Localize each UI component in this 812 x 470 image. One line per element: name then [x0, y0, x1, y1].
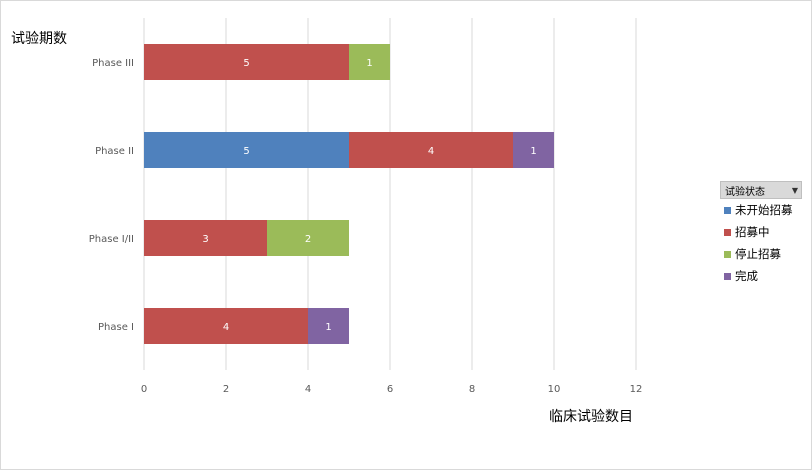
data-label: 1: [366, 58, 372, 69]
bar-segment[interactable]: [267, 220, 349, 256]
bars: 5 1 5 4 1 3 2 4 1: [144, 44, 554, 344]
y-axis-title: 试验期数: [11, 31, 67, 47]
bar-segment[interactable]: [144, 44, 349, 80]
legend-label: 未开始招募: [735, 203, 793, 217]
legend-filter-button[interactable]: 试验状态 ▼: [720, 181, 802, 199]
legend-item[interactable]: 完成: [720, 265, 802, 287]
bar-segment[interactable]: [513, 132, 554, 168]
data-label: 5: [243, 58, 249, 69]
legend-swatch: [724, 206, 731, 214]
data-label: 5: [243, 146, 249, 157]
legend-label: 停止招募: [735, 247, 781, 261]
bar-segment[interactable]: [349, 44, 390, 80]
legend-label: 完成: [735, 269, 758, 283]
legend-item[interactable]: 停止招募: [720, 243, 802, 265]
x-axis-title: 临床试验数目: [549, 409, 633, 425]
x-tick-label: 6: [387, 384, 393, 395]
legend-item[interactable]: 招募中: [720, 221, 802, 243]
legend-items: 未开始招募招募中停止招募完成: [720, 199, 802, 287]
data-label: 1: [325, 322, 331, 333]
x-tick-label: 10: [548, 384, 561, 395]
data-label: 1: [530, 146, 536, 157]
y-axis-categories: Phase III Phase II Phase I/II Phase I: [89, 58, 134, 333]
bar-segment[interactable]: [308, 308, 349, 344]
bar-segment[interactable]: [144, 132, 349, 168]
category-label: Phase II: [95, 146, 134, 157]
data-label: 2: [305, 234, 311, 245]
bar-segment[interactable]: [144, 308, 308, 344]
x-tick-label: 8: [469, 384, 475, 395]
x-axis-ticks: 0 2 4 6 8 10 12: [141, 384, 643, 395]
bar-segment[interactable]: [144, 220, 267, 256]
x-tick-label: 12: [630, 384, 643, 395]
legend-item[interactable]: 未开始招募: [720, 199, 802, 221]
data-label: 3: [202, 234, 208, 245]
x-tick-label: 4: [305, 384, 311, 395]
legend-swatch: [724, 250, 731, 258]
category-label: Phase III: [92, 58, 134, 69]
data-label: 4: [428, 146, 434, 157]
category-label: Phase I/II: [89, 234, 134, 245]
x-tick-label: 2: [223, 384, 229, 395]
dropdown-arrow-icon: ▼: [791, 185, 798, 195]
bar-segment[interactable]: [349, 132, 513, 168]
legend-swatch: [724, 228, 731, 236]
x-tick-label: 0: [141, 384, 147, 395]
legend-title: 试验状态: [725, 186, 765, 198]
category-label: Phase I: [98, 322, 134, 333]
legend: 试验状态 ▼ 未开始招募招募中停止招募完成: [720, 181, 802, 287]
legend-label: 招募中: [735, 225, 770, 239]
data-label: 4: [223, 322, 229, 333]
legend-swatch: [724, 272, 731, 280]
